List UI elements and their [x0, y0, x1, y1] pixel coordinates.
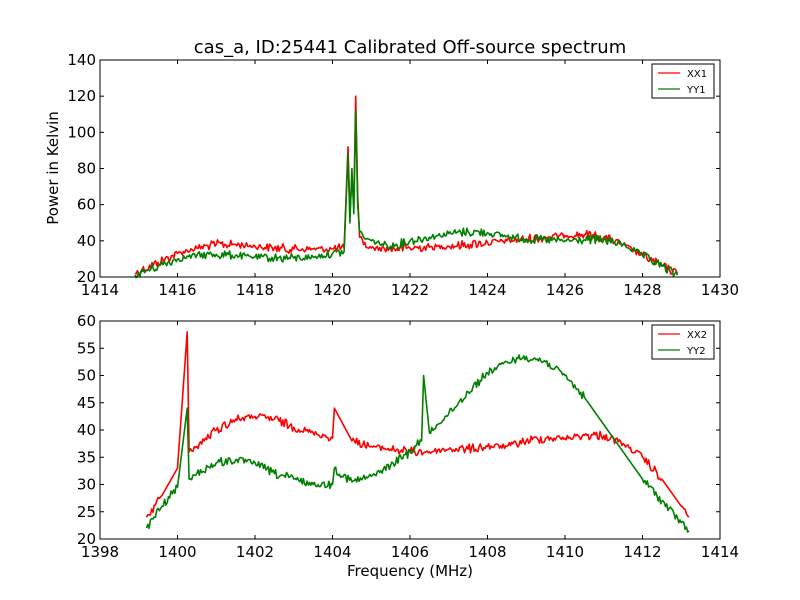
top-chart-panel: 1414 1416 1418 1420 1422 1424 1426 1428 1430 20 4…: [44, 51, 739, 299]
legend-label-yy1: YY1: [686, 85, 706, 96]
top-y-tick-label: 60: [77, 196, 96, 214]
bottom-y-tick-label: 60: [77, 312, 96, 330]
bottom-x-tick-label: 1408: [468, 543, 506, 561]
bottom-x-axis-label: Frequency (MHz): [347, 562, 473, 580]
bottom-x-tick-label: 1410: [546, 543, 584, 561]
bottom-x-tick-label: 1412: [623, 543, 661, 561]
legend-label-yy2: YY2: [686, 346, 706, 357]
bottom-legend: XX2 YY2: [651, 324, 715, 360]
bottom-series-line-xx2: [145, 331, 690, 518]
top-x-tick-label: 1420: [313, 281, 351, 299]
top-y-tick-label: 140: [67, 51, 96, 69]
top-x-tick-label: 1422: [391, 281, 429, 299]
bottom-y-tick-label: 45: [77, 394, 96, 412]
bottom-y-tick-label: 25: [77, 503, 96, 521]
top-y-tick-label: 100: [67, 123, 96, 141]
bottom-x-tick-label: 1400: [158, 543, 196, 561]
top-legend-box: [651, 63, 715, 99]
bottom-x-tick-label: 1404: [313, 543, 351, 561]
bottom-y-tick-label: 35: [77, 448, 96, 466]
bottom-series-line-yy2: [145, 354, 690, 533]
top-x-tick-label: 1424: [468, 281, 506, 299]
bottom-x-tick-label: 1398: [81, 543, 119, 561]
top-y-tick-label: 20: [77, 268, 96, 286]
top-y-tick-label: 80: [77, 160, 96, 178]
bottom-x-tick-label: 1414: [701, 543, 739, 561]
bottom-chart-panel: 1398 1400 1402 1404 1406 1408 1410 1412 1414 20 2…: [77, 312, 739, 580]
figure-title: cas_a, ID:25441 Calibrated Off-source sp…: [194, 37, 626, 58]
bottom-y-tick-label: 40: [77, 421, 96, 439]
top-series-line-xx1: [134, 95, 679, 276]
legend-label-xx2: XX2: [687, 330, 707, 341]
bottom-x-tick-label: 1402: [236, 543, 274, 561]
top-y-tick-label: 40: [77, 232, 96, 250]
bottom-x-tick-label: 1406: [391, 543, 429, 561]
top-y-tick-label: 120: [67, 87, 96, 105]
top-x-tick-label: 1416: [158, 281, 196, 299]
bottom-y-tick-label: 30: [77, 476, 96, 494]
bottom-legend-box: [651, 324, 715, 360]
top-x-tick-label: 1428: [623, 281, 661, 299]
bottom-y-tick-label: 50: [77, 367, 96, 385]
top-y-axis-label: Power in Kelvin: [44, 111, 62, 225]
top-x-tick-label: 1430: [701, 281, 739, 299]
legend-label-xx1: XX1: [687, 69, 707, 80]
bottom-y-tick-label: 55: [77, 339, 96, 357]
bottom-y-tick-label: 20: [77, 530, 96, 548]
top-x-tick-label: 1426: [546, 281, 584, 299]
top-series-line-yy1: [134, 109, 679, 279]
top-x-tick-label: 1414: [81, 281, 119, 299]
top-legend: XX1 YY1: [651, 63, 715, 99]
top-x-tick-label: 1418: [236, 281, 274, 299]
